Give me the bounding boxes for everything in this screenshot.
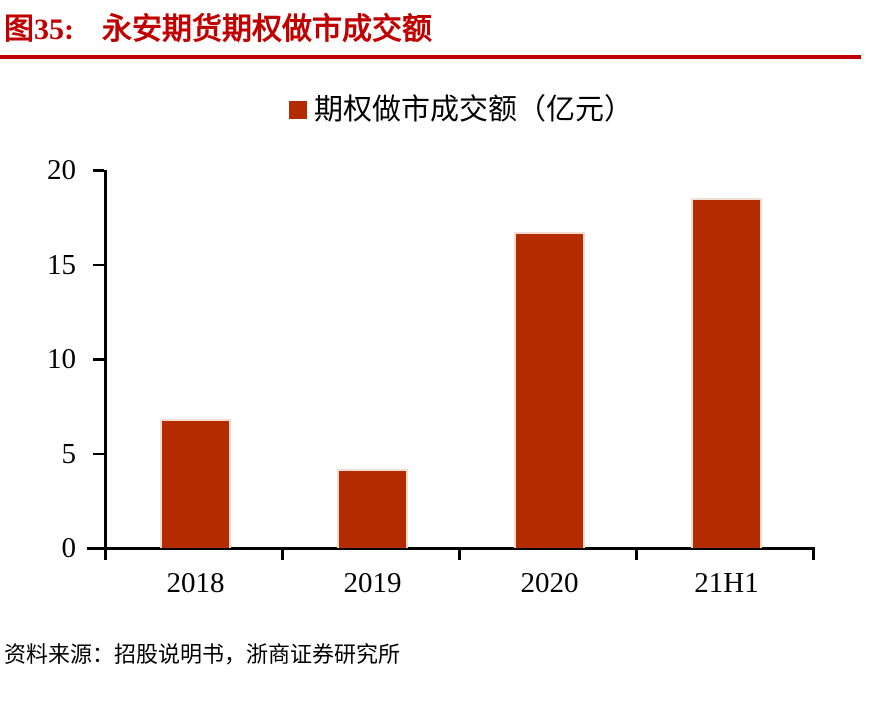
x-tick-mark <box>281 550 284 560</box>
y-tick-label: 5 <box>61 437 77 470</box>
figure-title-row: 图35: 永安期货期权做市成交额 <box>4 12 432 48</box>
y-tick-label: 20 <box>47 154 76 186</box>
chart-legend: 期权做市成交额（亿元） <box>107 92 815 128</box>
y-axis-line <box>104 170 107 551</box>
x-tick-label: 2019 <box>343 567 402 599</box>
legend-label: 期权做市成交额（亿元） <box>313 94 633 126</box>
x-tick-mark <box>635 550 638 560</box>
x-axis-line <box>87 547 815 550</box>
bar-2019 <box>337 468 408 548</box>
x-tick-label: 2020 <box>520 567 579 599</box>
x-tick-mark <box>104 550 107 560</box>
y-tick-label: 10 <box>47 343 76 375</box>
x-tick-label: 2018 <box>166 567 225 599</box>
legend-swatch-icon <box>288 101 307 119</box>
figure-title: 永安期货期权做市成交额 <box>102 13 432 46</box>
y-tick-label: 0 <box>61 532 77 564</box>
y-tick-label: 15 <box>47 248 76 281</box>
source-note: 资料来源：招股说明书，浙商证券研究所 <box>4 642 401 667</box>
x-tick-label: 21H1 <box>694 567 759 599</box>
title-divider <box>0 55 861 59</box>
y-tick-mark <box>93 169 104 172</box>
bar-2018 <box>160 419 231 548</box>
bar-21H1 <box>691 198 762 548</box>
y-tick-mark <box>93 358 104 361</box>
x-tick-mark <box>458 550 461 560</box>
y-tick-mark <box>93 263 104 266</box>
bar-2020 <box>514 232 585 548</box>
y-tick-mark <box>93 452 104 455</box>
figure-number-label: 图35: <box>4 13 74 46</box>
x-tick-mark <box>812 550 815 560</box>
